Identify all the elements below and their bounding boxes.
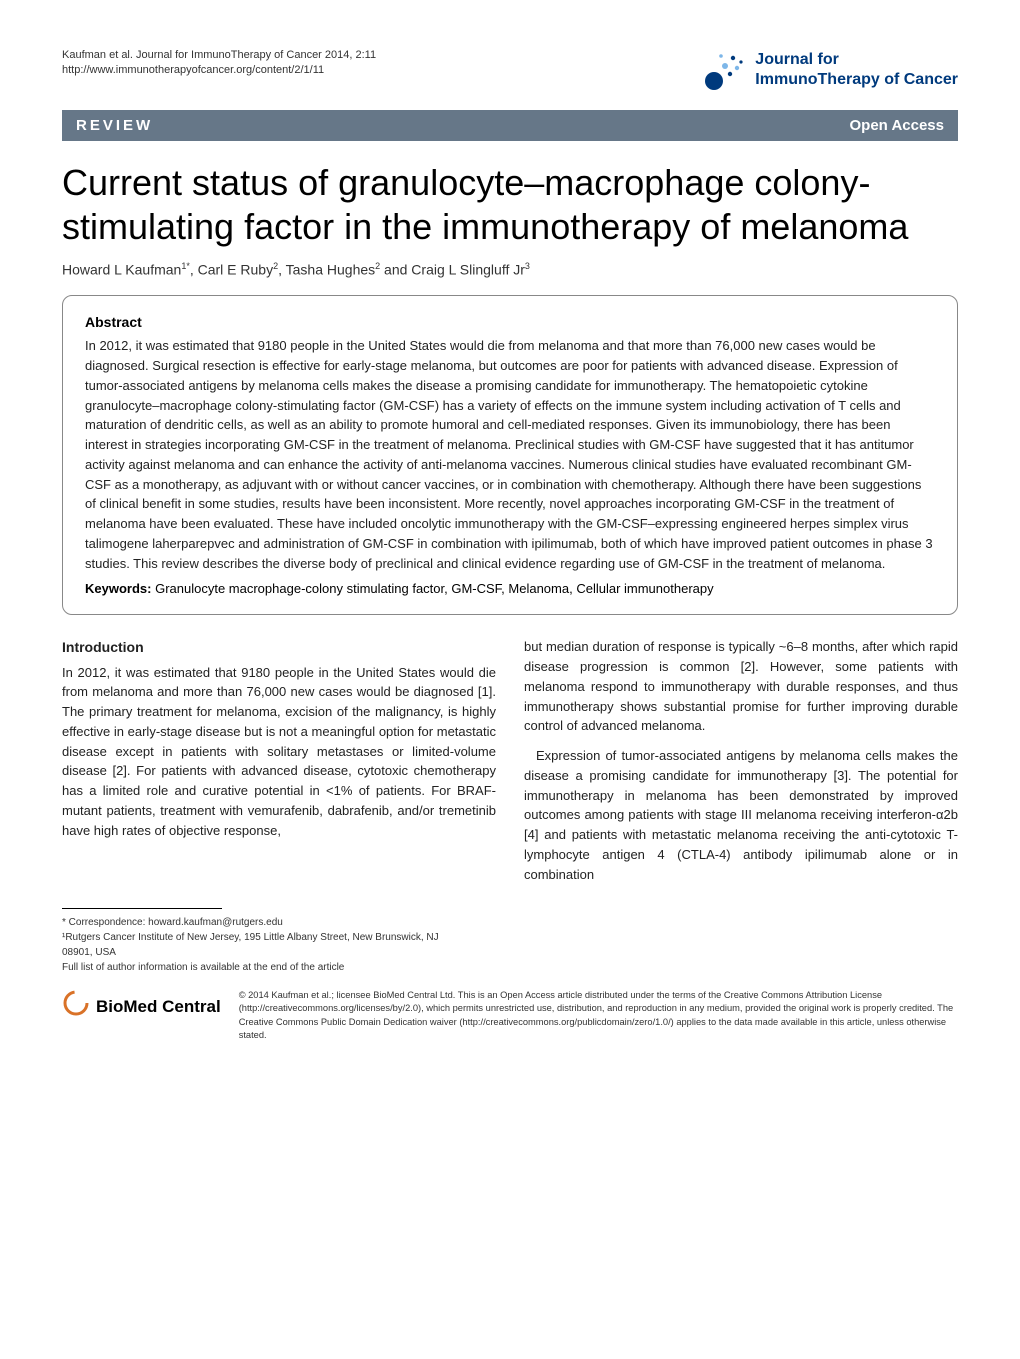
- biomed-central-icon: [62, 989, 90, 1024]
- intro-col1-text: In 2012, it was estimated that 9180 peop…: [62, 665, 496, 838]
- body-columns: Introduction In 2012, it was estimated t…: [0, 637, 1020, 908]
- abstract-box: Abstract In 2012, it was estimated that …: [62, 295, 958, 615]
- citation-url: http://www.immunotherapyofcancer.org/con…: [62, 63, 376, 78]
- license-text: © 2014 Kaufman et al.; licensee BioMed C…: [239, 989, 958, 1041]
- keywords-label: Keywords:: [85, 581, 151, 596]
- journal-name: Journal for ImmunoTherapy of Cancer: [755, 50, 958, 90]
- keywords-text: Granulocyte macrophage-colony stimulatin…: [155, 581, 714, 596]
- biomed-central-logo: BioMed Central: [62, 989, 221, 1024]
- review-bar: REVIEW Open Access: [62, 110, 958, 141]
- intro-col2b-text: Expression of tumor-associated antigens …: [524, 746, 958, 884]
- authors-line: Howard L Kaufman1*, Carl E Ruby2, Tasha …: [0, 261, 1020, 296]
- journal-logo-icon: [703, 48, 747, 92]
- page-header: Kaufman et al. Journal for ImmunoTherapy…: [0, 0, 1020, 110]
- intro-col2a-text: but median duration of response is typic…: [524, 637, 958, 736]
- header-citation-block: Kaufman et al. Journal for ImmunoTherapy…: [62, 48, 376, 79]
- abstract-body: In 2012, it was estimated that 9180 peop…: [85, 336, 935, 573]
- column-left: Introduction In 2012, it was estimated t…: [62, 637, 496, 884]
- introduction-heading: Introduction: [62, 637, 496, 658]
- citation-text: Kaufman et al. Journal for ImmunoTherapy…: [62, 48, 376, 63]
- article-type-label: REVIEW: [76, 117, 153, 134]
- article-title: Current status of granulocyte–macrophage…: [0, 141, 1020, 261]
- journal-name-line1: Journal for: [755, 50, 958, 70]
- abstract-heading: Abstract: [85, 314, 935, 330]
- column-right: but median duration of response is typic…: [524, 637, 958, 884]
- correspondence-note: Full list of author information is avail…: [62, 960, 458, 975]
- keywords-line: Keywords: Granulocyte macrophage-colony …: [85, 581, 935, 596]
- open-access-label: Open Access: [850, 117, 945, 134]
- footer: BioMed Central © 2014 Kaufman et al.; li…: [0, 979, 1020, 1081]
- biomed-central-text: BioMed Central: [96, 997, 221, 1017]
- correspondence-block: * Correspondence: howard.kaufman@rutgers…: [0, 915, 520, 979]
- journal-logo: Journal for ImmunoTherapy of Cancer: [703, 48, 958, 92]
- correspondence-affiliation: ¹Rutgers Cancer Institute of New Jersey,…: [62, 930, 458, 960]
- correspondence-email: * Correspondence: howard.kaufman@rutgers…: [62, 915, 458, 930]
- correspondence-divider: [62, 908, 222, 909]
- journal-name-line2: ImmunoTherapy of Cancer: [755, 70, 958, 90]
